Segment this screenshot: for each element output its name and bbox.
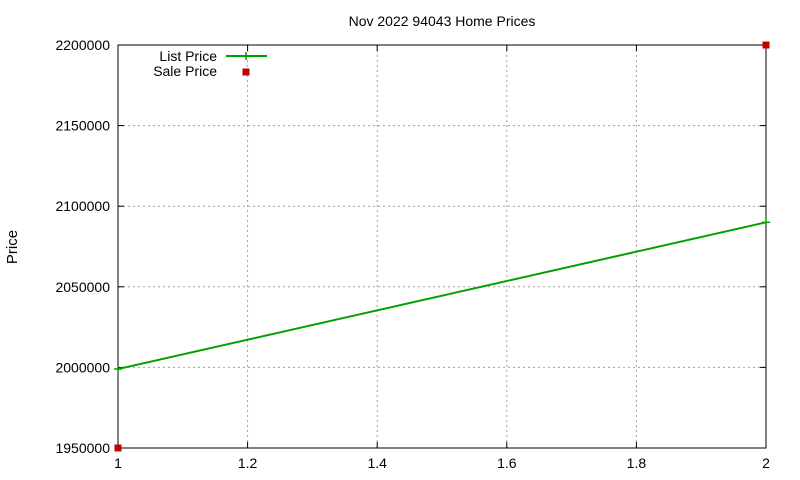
x-tick-label: 1.6 xyxy=(497,455,517,471)
legend: List Price Sale Price xyxy=(153,48,267,79)
data-series xyxy=(114,41,770,452)
x-tick-label: 1.8 xyxy=(627,455,647,471)
y-tick-label: 2150000 xyxy=(55,118,110,134)
x-tick-label: 1.2 xyxy=(238,455,258,471)
x-tick-label: 2 xyxy=(762,455,770,471)
legend-label-sale-price: Sale Price xyxy=(153,63,217,79)
tick-labels: 1 1.2 1.4 1.6 1.8 2 1950000 2000000 2050000 21000… xyxy=(55,37,770,471)
series-line-list-price xyxy=(117,221,767,370)
x-tick-label: 1 xyxy=(114,455,122,471)
grid-lines xyxy=(118,45,766,448)
y-axis-label: Price xyxy=(4,230,21,264)
legend-point-sample xyxy=(242,68,250,76)
axis-ticks xyxy=(117,44,767,449)
plot-frame xyxy=(117,44,767,449)
data-point-sale-price xyxy=(114,444,122,452)
y-tick-label: 2000000 xyxy=(55,359,110,375)
y-tick-label: 2050000 xyxy=(55,279,110,295)
data-point-list-price xyxy=(762,218,770,227)
legend-marker-list-price xyxy=(226,52,267,60)
legend-label-list-price: List Price xyxy=(159,48,217,64)
y-tick-label: 2200000 xyxy=(55,37,110,53)
x-tick-label: 1.4 xyxy=(367,455,387,471)
data-point-sale-price xyxy=(762,41,770,49)
y-tick-label: 1950000 xyxy=(55,440,110,456)
data-point-list-price xyxy=(114,365,122,374)
legend-point-sample xyxy=(242,52,250,60)
chart-title: Nov 2022 94043 Home Prices xyxy=(349,13,536,29)
legend-marker-sale-price xyxy=(242,68,250,76)
y-tick-label: 2100000 xyxy=(55,198,110,214)
